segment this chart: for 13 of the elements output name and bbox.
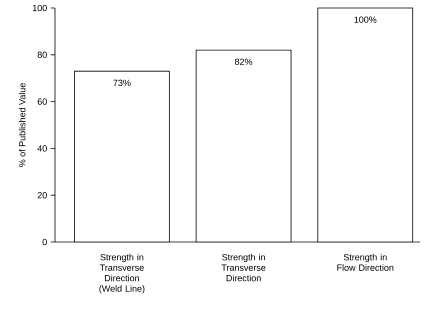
data-label: 82% [235,58,252,65]
y-tick-label: 20 [38,192,47,198]
y-tick-label: 80 [38,52,47,58]
x-tick-label: Strength in Transverse Direction (Weld Line) [99,254,144,294]
y-tick-label: 100 [32,4,47,12]
y-tick-label: 40 [37,145,47,152]
y-tick-label: 0 [42,238,47,246]
data-label: 100% [354,16,376,23]
x-tick-label: Strength in Transverse Direction [222,254,266,282]
y-tick-label: 60 [38,98,47,105]
x-tick-label: Strength in Flow Direction [337,254,394,271]
y-axis-title: % of Published Value [18,83,26,167]
data-label: 73% [113,80,131,86]
